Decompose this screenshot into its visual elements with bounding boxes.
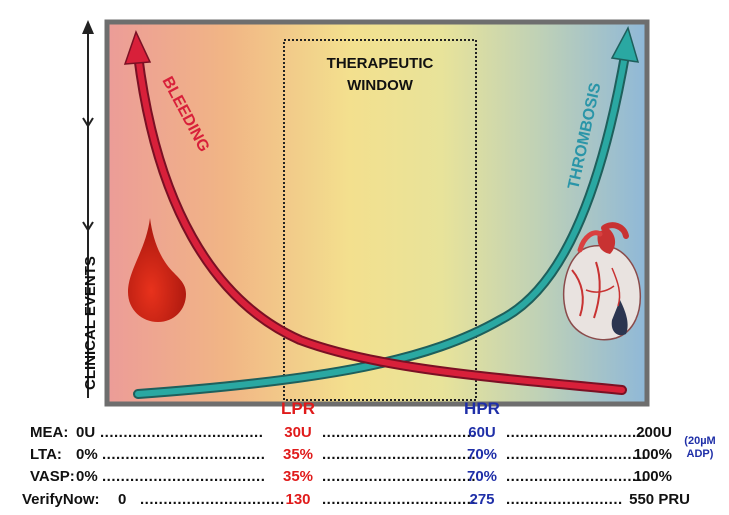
- row-start: 0: [118, 491, 126, 508]
- plot-frame: [104, 19, 650, 407]
- bleeding-arrowhead: [123, 30, 152, 65]
- leader-dots: ...................................: [102, 468, 265, 485]
- row-hpr: 70%: [467, 468, 497, 485]
- thrombosis-arrowhead: [610, 26, 640, 63]
- row-start: 0U: [76, 424, 95, 441]
- row-end: 100%: [634, 446, 672, 463]
- leader-dots: .................................: [322, 468, 476, 485]
- leader-dots: .................................: [322, 446, 476, 463]
- bleeding-curve-fill: [135, 52, 625, 393]
- leader-dots: ...................................: [102, 446, 265, 463]
- row-end: 550 PRU: [629, 491, 690, 508]
- adp-note-line1: (20µM: [684, 435, 715, 447]
- row-name: VASP:: [30, 468, 75, 485]
- hpr-marker: HPR: [464, 399, 500, 418]
- row-name: MEA:: [30, 424, 68, 441]
- row-lta: LTA: 0% ................................…: [30, 446, 672, 463]
- blood-drop-icon: [128, 218, 186, 322]
- y-axis-tick: [82, 117, 94, 128]
- row-lpr: 35%: [283, 446, 313, 463]
- leader-dots: ...............................: [140, 491, 285, 508]
- row-hpr: 60U: [468, 424, 496, 441]
- row-hpr: 275: [469, 491, 494, 508]
- row-hpr: 70%: [467, 446, 497, 463]
- row-lpr: 30U: [284, 424, 312, 441]
- window-title-line1: THERAPEUTIC: [327, 55, 434, 72]
- leader-dots: .................................: [322, 424, 476, 441]
- window-title-line2: WINDOW: [347, 77, 414, 94]
- row-name: LTA:: [30, 446, 62, 463]
- lpr-marker: LPR: [281, 399, 315, 418]
- leader-dots: .........................: [506, 491, 623, 508]
- row-lpr: 130: [285, 491, 310, 508]
- row-name: VerifyNow:: [22, 491, 100, 508]
- row-verifynow: VerifyNow: 0 ...........................…: [22, 491, 690, 508]
- row-mea: MEA: 0U ................................…: [30, 424, 672, 441]
- leader-dots: ..............................: [506, 446, 646, 463]
- row-start: 0%: [76, 468, 98, 485]
- leader-dots: ...................................: [100, 424, 263, 441]
- heart-icon: [563, 222, 642, 341]
- row-vasp: VASP: 0% ...............................…: [30, 468, 672, 485]
- leader-dots: ..............................: [506, 468, 646, 485]
- row-lpr: 35%: [283, 468, 313, 485]
- y-axis-arrowhead: [82, 20, 94, 34]
- y-axis-tick: [82, 221, 94, 232]
- y-axis-label: CLINICAL EVENTS: [82, 256, 99, 390]
- row-end: 200U: [636, 424, 672, 441]
- adp-note-line2: ADP): [687, 448, 714, 460]
- leader-dots: .................................: [322, 491, 476, 508]
- row-end: 100%: [634, 468, 672, 485]
- thrombosis-curve-fill: [135, 47, 629, 397]
- row-start: 0%: [76, 446, 98, 463]
- therapeutic-window-box: [283, 39, 477, 401]
- leader-dots: ..............................: [506, 424, 646, 441]
